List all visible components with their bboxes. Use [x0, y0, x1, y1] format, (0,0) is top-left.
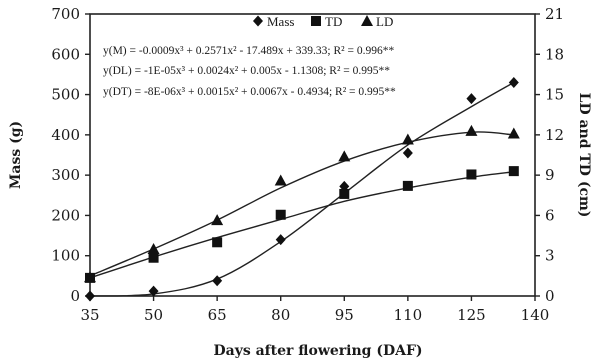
- plot-frame: [89, 13, 536, 297]
- x-tick-label: 140: [521, 306, 550, 324]
- legend-label-td: TD: [325, 14, 342, 29]
- equation-3: y(DT) = -8E-06x³ + 0.0015x² + 0.0067x - …: [103, 86, 396, 98]
- point-ld: [274, 174, 287, 186]
- y-tick-label: 200: [51, 206, 80, 224]
- legend: Mass TD LD: [253, 14, 393, 29]
- point-ld: [211, 214, 224, 226]
- y2-tick-label: 3: [545, 247, 555, 265]
- point-mass: [466, 93, 477, 105]
- x-tick-label: 65: [208, 306, 227, 324]
- y-tick-label: 0: [70, 287, 80, 305]
- y2-tick-label: 6: [545, 206, 555, 224]
- point-td: [148, 252, 159, 263]
- x-tick-label: 125: [457, 306, 486, 324]
- x-tick-label: 35: [80, 306, 99, 324]
- y-axis-title: Mass (g): [8, 121, 24, 189]
- y-tick-label: 300: [51, 166, 80, 184]
- tick-labels: 35 50 65 80 95 110 125 140010020030040050060070…: [51, 5, 564, 324]
- trend-curve-ld: [89, 131, 514, 277]
- y-tick-label: 400: [51, 126, 80, 144]
- y2-tick-label: 9: [545, 166, 555, 184]
- point-mass: [275, 234, 286, 246]
- point-mass: [85, 290, 95, 302]
- data-markers: [84, 76, 520, 302]
- x-tick-label: 110: [394, 306, 423, 324]
- y-tick-label: 100: [51, 247, 80, 265]
- y2-tick-label: 15: [545, 86, 564, 104]
- legend-label-ld: LD: [376, 14, 393, 29]
- legend-marker-ld: [361, 15, 373, 26]
- legend-label-mass: Mass: [267, 14, 294, 29]
- x-tick-label: 50: [144, 306, 163, 324]
- legend-marker-td: [311, 16, 321, 26]
- y2-tick-label: 12: [545, 126, 564, 144]
- point-mass: [508, 76, 519, 88]
- point-td: [212, 237, 223, 248]
- point-td: [402, 180, 413, 191]
- y2-axis-title: LD and TD (cm): [576, 93, 592, 218]
- point-ld: [507, 127, 520, 139]
- x-axis-title: Days after flowering (DAF): [213, 343, 422, 359]
- x-tick-label: 95: [335, 306, 354, 324]
- y2-tick-label: 18: [545, 45, 564, 63]
- x-tick-label: 80: [271, 306, 290, 324]
- trend-curve-mass: [89, 81, 515, 297]
- point-td: [508, 166, 519, 177]
- equation-2: y(DL) = -1E-05x³ + 0.0024x² + 0.005x - 1…: [103, 65, 390, 77]
- trend-curves: [89, 81, 515, 297]
- point-mass: [212, 275, 223, 287]
- equations: y(M) = -0.0009x³ + 0.2571x² - 17.489x + …: [103, 45, 396, 98]
- y-tick-label: 700: [51, 5, 80, 23]
- axes: [85, 13, 540, 301]
- point-td: [275, 209, 286, 220]
- point-ld: [401, 133, 414, 145]
- point-ld: [465, 124, 478, 136]
- point-td: [466, 169, 477, 180]
- point-ld: [84, 271, 96, 283]
- y-tick-label: 500: [51, 86, 80, 104]
- point-mass: [402, 147, 413, 159]
- y2-tick-label: 0: [545, 287, 555, 305]
- point-ld: [147, 243, 160, 254]
- point-ld: [338, 150, 351, 162]
- equation-1: y(M) = -0.0009x³ + 0.2571x² - 17.489x + …: [103, 45, 394, 57]
- point-td: [339, 188, 350, 199]
- y-tick-label: 600: [51, 45, 80, 63]
- legend-marker-mass: [253, 15, 263, 27]
- y2-tick-label: 21: [545, 5, 564, 23]
- point-mass: [148, 285, 159, 297]
